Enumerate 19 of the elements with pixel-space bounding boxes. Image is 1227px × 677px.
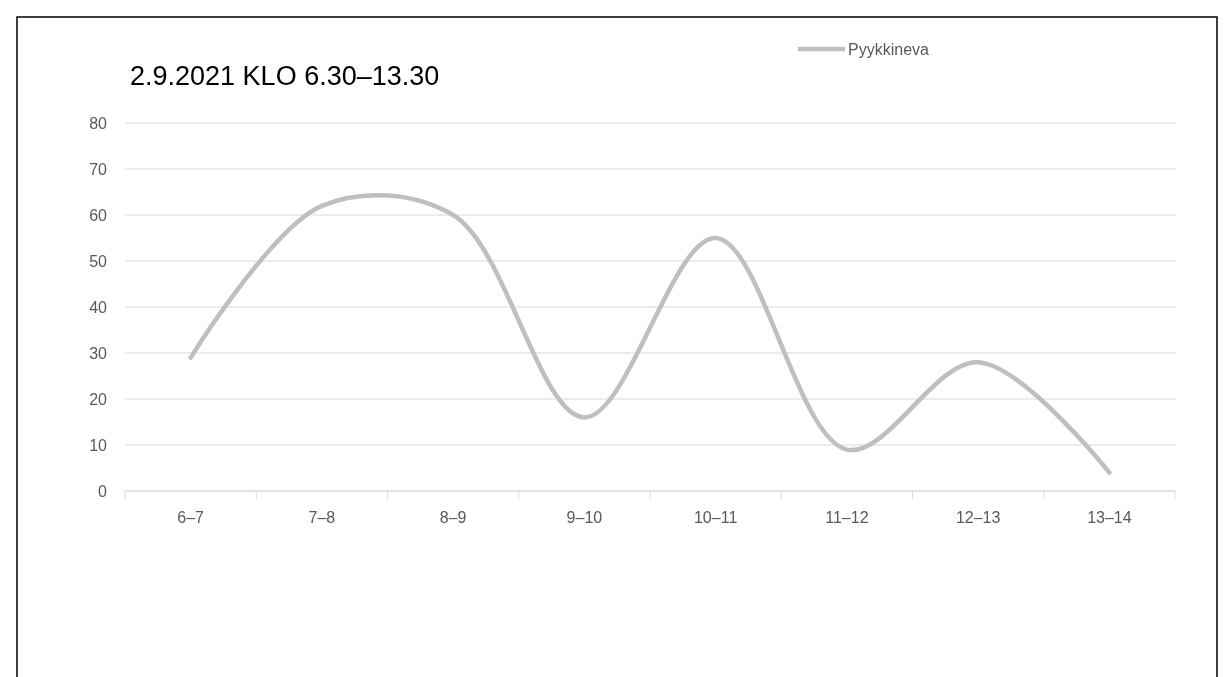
x-tick-label: 6–7 (177, 509, 205, 526)
legend-label: Pyykkineva (848, 40, 930, 58)
x-tick-label: 11–12 (825, 509, 869, 526)
y-tick-label: 50 (89, 252, 108, 270)
x-tick-label: 13–14 (1087, 509, 1132, 526)
chart-title: 2.9.2021 KLO 6.30–13.30 (130, 61, 440, 91)
y-tick-label: 20 (89, 390, 108, 408)
y-tick-label: 60 (89, 206, 108, 224)
x-tick-label: 7–8 (308, 509, 336, 526)
x-tick-label: 9–10 (566, 509, 603, 526)
x-tick-label: 12–13 (955, 509, 1001, 526)
y-tick-label: 0 (98, 482, 108, 500)
y-tick-label: 80 (89, 114, 108, 132)
y-tick-label: 40 (89, 298, 108, 316)
y-tick-label: 10 (89, 436, 108, 454)
x-tick-label: 10–11 (693, 509, 738, 526)
y-tick-label: 70 (89, 160, 108, 178)
x-tick-label: 8–9 (439, 509, 467, 526)
y-tick-label: 30 (89, 344, 108, 362)
